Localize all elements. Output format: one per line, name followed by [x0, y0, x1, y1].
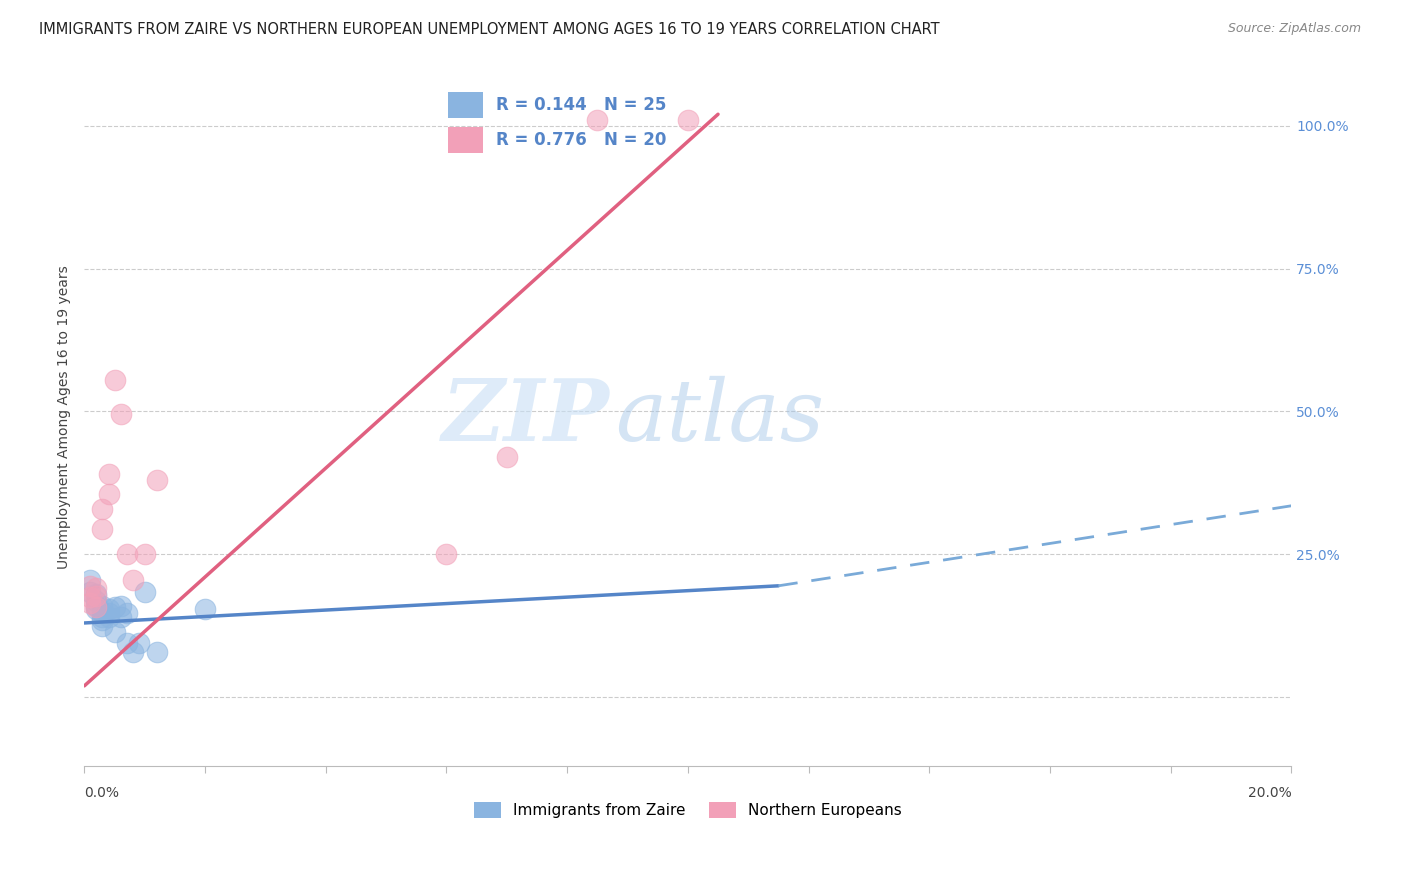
- Point: [79, 591, 101, 605]
- Point: [115, 606, 138, 620]
- Point: [79, 573, 101, 587]
- Point: [103, 624, 125, 639]
- Point: [110, 408, 132, 422]
- Point: [86, 589, 108, 603]
- Point: [91, 605, 114, 619]
- Legend: Immigrants from Zaire, Northern Europeans: Immigrants from Zaire, Northern European…: [467, 797, 908, 824]
- Point: [86, 601, 108, 615]
- Point: [97, 606, 120, 620]
- Point: [97, 467, 120, 482]
- Y-axis label: Unemployment Among Ages 16 to 19 years: Unemployment Among Ages 16 to 19 years: [58, 265, 72, 569]
- Point: [110, 599, 132, 613]
- Point: [91, 522, 114, 536]
- Point: [436, 547, 458, 561]
- Point: [194, 601, 217, 615]
- Text: Source: ZipAtlas.com: Source: ZipAtlas.com: [1227, 22, 1361, 36]
- Point: [495, 450, 517, 465]
- Point: [91, 613, 114, 627]
- Point: [97, 487, 120, 501]
- Text: atlas: atlas: [616, 376, 824, 458]
- Point: [134, 547, 156, 561]
- Point: [110, 610, 132, 624]
- Point: [86, 594, 108, 608]
- Text: ZIP: ZIP: [441, 376, 609, 459]
- Point: [91, 501, 114, 516]
- Point: [103, 373, 125, 387]
- Point: [86, 587, 108, 601]
- Text: IMMIGRANTS FROM ZAIRE VS NORTHERN EUROPEAN UNEMPLOYMENT AMONG AGES 16 TO 19 YEAR: IMMIGRANTS FROM ZAIRE VS NORTHERN EUROPE…: [39, 22, 941, 37]
- Point: [79, 596, 101, 610]
- Point: [134, 584, 156, 599]
- Point: [586, 112, 609, 127]
- Point: [86, 599, 108, 613]
- Point: [121, 573, 143, 587]
- Point: [91, 610, 114, 624]
- Point: [115, 636, 138, 650]
- Point: [91, 619, 114, 633]
- Point: [121, 644, 143, 658]
- Text: 0.0%: 0.0%: [84, 786, 120, 800]
- Point: [86, 599, 108, 614]
- Point: [146, 473, 169, 487]
- Point: [146, 644, 169, 658]
- Point: [79, 584, 101, 599]
- Point: [115, 547, 138, 561]
- Point: [676, 112, 699, 127]
- Point: [86, 581, 108, 595]
- Point: [97, 610, 120, 624]
- Text: 20.0%: 20.0%: [1247, 786, 1291, 800]
- Point: [79, 579, 101, 593]
- Point: [91, 599, 114, 613]
- Point: [128, 636, 150, 650]
- Point: [103, 599, 125, 614]
- Point: [97, 601, 120, 615]
